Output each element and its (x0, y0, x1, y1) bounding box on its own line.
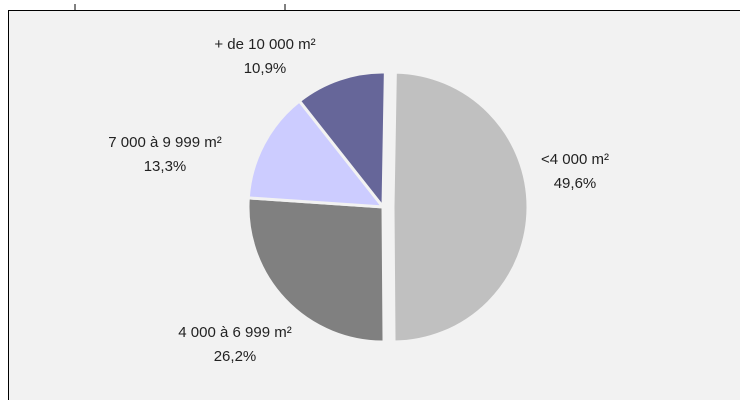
slice-label: 7 000 à 9 999 m² (108, 134, 221, 151)
slice-label: + de 10 000 m² (214, 36, 315, 53)
slice-value-label: 13,3% (144, 158, 187, 175)
slice-value-label: 49,6% (554, 175, 597, 192)
pie-slice (391, 70, 530, 344)
pie-slice (246, 98, 387, 209)
slice-label: 4 000 à 6 999 m² (178, 324, 291, 341)
slice-value-label: 26,2% (214, 348, 257, 365)
pie-slice (246, 196, 386, 344)
pie-slice (297, 70, 387, 212)
slice-value-label: 10,9% (244, 60, 287, 77)
slice-label: <4 000 m² (541, 151, 609, 168)
